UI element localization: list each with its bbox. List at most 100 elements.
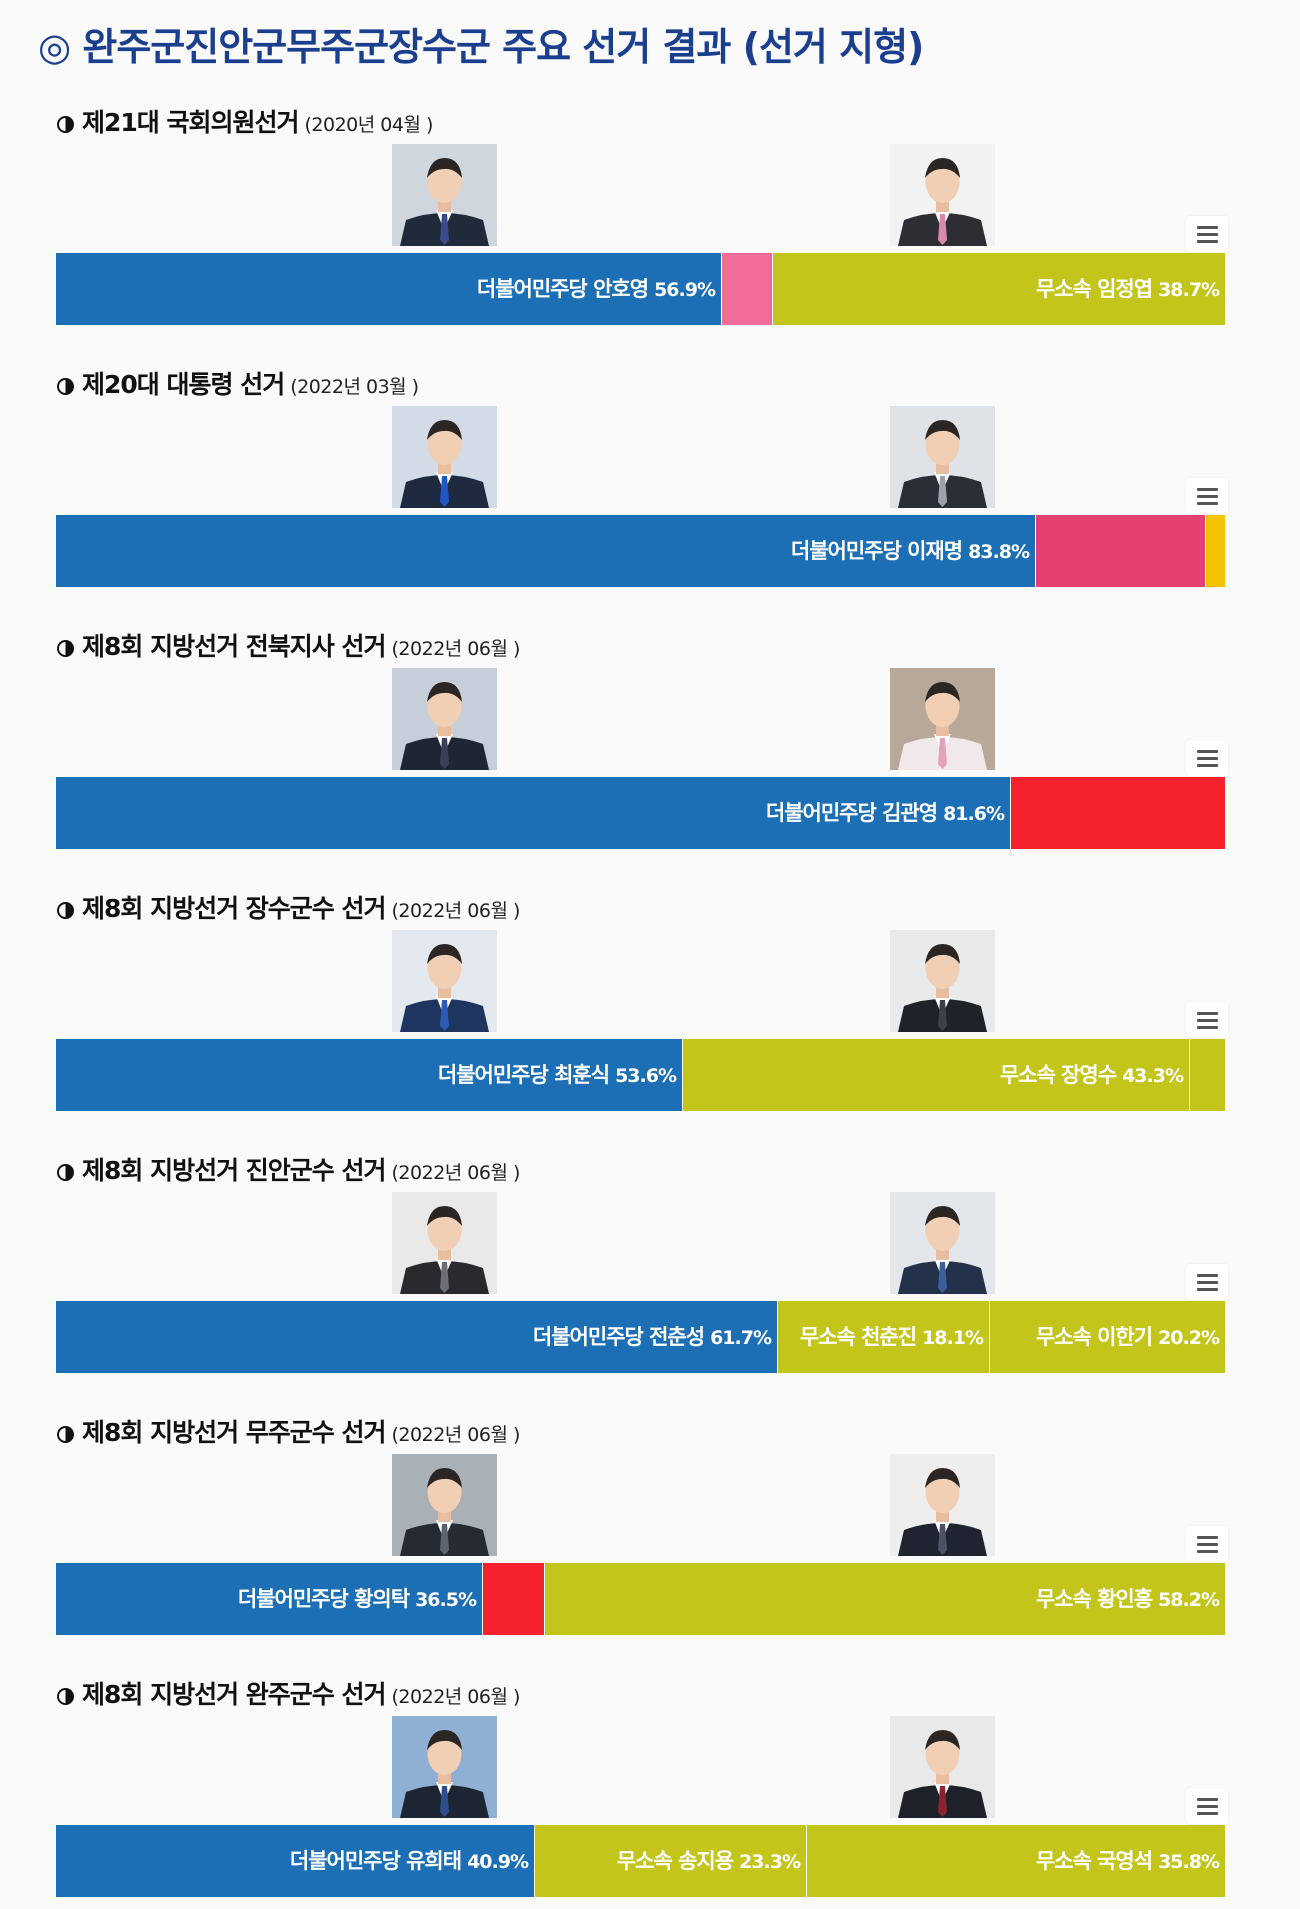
bar-segment[interactable] — [483, 1563, 545, 1635]
data-label: 무소속 장영수 43.3% — [1000, 1039, 1184, 1112]
chart-menu-button[interactable] — [1186, 1788, 1228, 1824]
election-date: (2022년 06월 ) — [391, 1424, 521, 1446]
bar-segment[interactable] — [722, 253, 773, 325]
bar-segment[interactable]: 더불어민주당 전춘성 61.7% — [56, 1301, 778, 1373]
percent-label: 56.9% — [654, 279, 716, 301]
hamburger-menu-icon — [1197, 1798, 1218, 1801]
bar-segment[interactable]: 더불어민주당 황의탁 36.5% — [56, 1563, 483, 1635]
candidate-name: 천춘진 — [861, 1325, 917, 1349]
bar-segment[interactable]: 더불어민주당 유희태 40.9% — [56, 1825, 535, 1897]
hamburger-menu-icon — [1197, 495, 1218, 498]
data-label: 더불어민주당 안호영 56.9% — [476, 253, 716, 326]
percent-label: 83.8% — [968, 541, 1030, 563]
hamburger-menu-icon — [1197, 1550, 1218, 1553]
stacked-bar: 더불어민주당 유희태 40.9% 무소속 송지용 23.3% 무소속 국영석 35.8% — [56, 1825, 1226, 1897]
chart-menu-button[interactable] — [1186, 216, 1228, 252]
election-date: (2022년 06월 ) — [391, 900, 521, 922]
bar-segment[interactable] — [1036, 515, 1206, 587]
bar-segment[interactable] — [1206, 515, 1226, 587]
election-date: (2022년 06월 ) — [391, 1686, 521, 1708]
election-section: 제21대 국회의원선거 (2020년 04월 ) 더불어민주당 안호영 56.9% 무소… — [0, 106, 1300, 368]
bar-segment[interactable]: 더불어민주당 김관영 81.6% — [56, 777, 1011, 849]
percent-label: 53.6% — [615, 1065, 677, 1087]
election-title: 제21대 국회의원선거 — [82, 108, 299, 137]
candidate-photo-right — [890, 144, 995, 246]
data-label: 더불어민주당 최훈식 53.6% — [437, 1039, 677, 1112]
bar-segment[interactable]: 무소속 이한기 20.2% — [990, 1301, 1226, 1373]
hamburger-menu-icon — [1197, 1288, 1218, 1291]
data-label: 더불어민주당 김관영 81.6% — [766, 777, 1005, 850]
election-heading: 제8회 지방선거 진안군수 선거 (2022년 06월 ) — [57, 1154, 520, 1188]
candidate-name: 유희태 — [406, 1849, 462, 1873]
hamburger-menu-icon — [1197, 1026, 1218, 1029]
candidate-photo-right — [890, 1454, 995, 1556]
chart-menu-button[interactable] — [1186, 1002, 1228, 1038]
bar-segment[interactable]: 무소속 장영수 43.3% — [683, 1039, 1190, 1111]
election-section: 제20대 대통령 선거 (2022년 03월 ) 더불어민주당 이재명 83.8% — [0, 368, 1300, 630]
bar-segment[interactable]: 무소속 천춘진 18.1% — [778, 1301, 990, 1373]
election-section: 제8회 지방선거 장수군수 선거 (2022년 06월 ) 더불어민주당 최훈식 53… — [0, 892, 1300, 1154]
bar-segment[interactable]: 무소속 송지용 23.3% — [535, 1825, 807, 1897]
stacked-bar: 더불어민주당 이재명 83.8% — [56, 515, 1226, 587]
bar-segment[interactable] — [1190, 1039, 1226, 1111]
bar-segment[interactable]: 더불어민주당 안호영 56.9% — [56, 253, 722, 325]
candidate-photo-left — [392, 930, 497, 1032]
election-heading: 제21대 국회의원선거 (2020년 04월 ) — [57, 106, 433, 140]
hamburger-menu-icon — [1197, 233, 1218, 236]
hamburger-menu-icon — [1197, 240, 1218, 243]
election-section: 제8회 지방선거 전북지사 선거 (2022년 06월 ) 더불어민주당 김관영 81… — [0, 630, 1300, 892]
candidate-name: 김관영 — [882, 801, 938, 825]
hamburger-menu-icon — [1197, 502, 1218, 505]
party-candidate-label: 무소속 — [616, 1849, 673, 1873]
hamburger-menu-icon — [1197, 226, 1218, 229]
party-candidate-label: 무소속 — [1035, 1325, 1092, 1349]
stacked-bar: 더불어민주당 전춘성 61.7% 무소속 천춘진 18.1% 무소속 이한기 20.2% — [56, 1301, 1226, 1373]
data-label: 더불어민주당 이재명 83.8% — [790, 515, 1030, 588]
percent-label: 18.1% — [922, 1327, 984, 1349]
chart-menu-button[interactable] — [1186, 740, 1228, 776]
half-filled-circle-icon — [57, 902, 74, 919]
bar-segment[interactable] — [1011, 777, 1226, 849]
bar-segment[interactable]: 더불어민주당 최훈식 53.6% — [56, 1039, 683, 1111]
hamburger-menu-icon — [1197, 1543, 1218, 1546]
half-filled-circle-icon — [57, 378, 74, 395]
hamburger-menu-icon — [1197, 1281, 1218, 1284]
candidate-name: 이재명 — [907, 539, 963, 563]
page-title: ◎ 완주군진안군무주군장수군 주요 선거 결과 (선거 지형) — [38, 25, 924, 69]
candidate-name: 송지용 — [678, 1849, 734, 1873]
percent-label: 36.5% — [415, 1589, 477, 1611]
chart-menu-button[interactable] — [1186, 478, 1228, 514]
candidate-name: 전춘성 — [649, 1325, 705, 1349]
chart-menu-button[interactable] — [1186, 1264, 1228, 1300]
candidate-name: 이한기 — [1097, 1325, 1153, 1349]
party-candidate-label: 더불어민주당 — [476, 277, 588, 301]
party-candidate-label: 더불어민주당 — [437, 1063, 549, 1087]
stacked-bar: 더불어민주당 안호영 56.9% 무소속 임정엽 38.7% — [56, 253, 1226, 325]
candidate-photo-right — [890, 930, 995, 1032]
election-date: (2022년 06월 ) — [391, 638, 521, 660]
hamburger-menu-icon — [1197, 1812, 1218, 1815]
bar-segment[interactable]: 무소속 임정엽 38.7% — [773, 253, 1226, 325]
percent-label: 61.7% — [710, 1327, 772, 1349]
party-candidate-label: 더불어민주당 — [532, 1325, 644, 1349]
candidate-photo-left — [392, 1454, 497, 1556]
candidate-name: 국영석 — [1097, 1849, 1153, 1873]
candidate-name: 황의탁 — [354, 1587, 410, 1611]
election-date: (2022년 06월 ) — [391, 1162, 521, 1184]
percent-label: 58.2% — [1158, 1589, 1220, 1611]
election-heading: 제8회 지방선거 무주군수 선거 (2022년 06월 ) — [57, 1416, 520, 1450]
hamburger-menu-icon — [1197, 1012, 1218, 1015]
data-label: 무소속 황인홍 58.2% — [1036, 1563, 1220, 1636]
stacked-bar: 더불어민주당 최훈식 53.6% 무소속 장영수 43.3% — [56, 1039, 1226, 1111]
chart-menu-button[interactable] — [1186, 1526, 1228, 1562]
data-label: 더불어민주당 유희태 40.9% — [290, 1825, 529, 1898]
election-title: 제8회 지방선거 무주군수 선거 — [82, 1418, 387, 1447]
party-candidate-label: 더불어민주당 — [790, 539, 902, 563]
bar-segment[interactable]: 무소속 황인홍 58.2% — [545, 1563, 1226, 1635]
candidate-name: 최훈식 — [554, 1063, 610, 1087]
bar-segment[interactable]: 더불어민주당 이재명 83.8% — [56, 515, 1036, 587]
data-label: 무소속 송지용 23.3% — [616, 1825, 801, 1898]
hamburger-menu-icon — [1197, 1274, 1218, 1277]
bar-segment[interactable]: 무소속 국영석 35.8% — [807, 1825, 1226, 1897]
